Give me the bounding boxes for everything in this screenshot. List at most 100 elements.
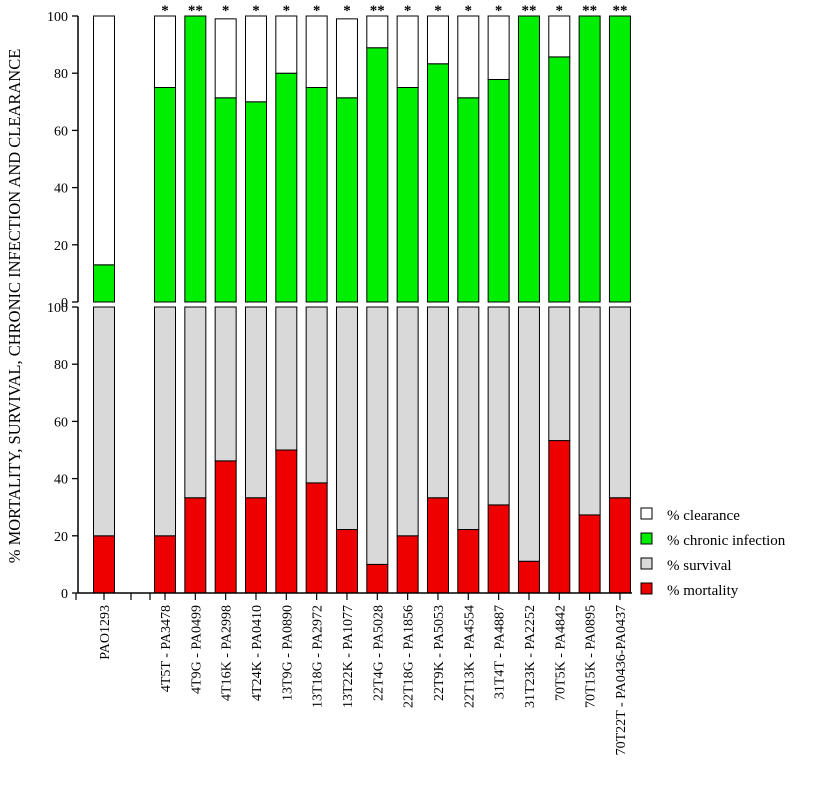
bar-segment	[214, 18, 237, 99]
category-label: 13T22K - PA1077	[341, 605, 356, 708]
bar-segment	[396, 535, 419, 594]
bar-segment	[608, 497, 631, 594]
y-tick-label: 60	[54, 124, 68, 139]
y-tick-label: 100	[47, 301, 68, 316]
bar-segment	[244, 306, 267, 499]
bar-segment	[426, 15, 449, 65]
significance-mark: *	[252, 3, 260, 19]
category-label: 22T9K - PA5053	[432, 605, 447, 701]
significance-mark: *	[343, 3, 351, 19]
y-tick-label: 100	[47, 10, 68, 25]
y-tick-label: 20	[54, 239, 68, 254]
category-label: 22T4G - PA5028	[371, 605, 386, 701]
bar-segment	[366, 306, 389, 565]
legend-swatch	[640, 557, 653, 570]
legend-swatch	[640, 582, 653, 595]
bar-segment	[608, 15, 631, 303]
significance-mark: *	[404, 3, 412, 19]
bar-segment	[517, 306, 540, 562]
category-label: 31T23K - PA2252	[523, 605, 538, 708]
significance-mark: **	[188, 3, 203, 19]
bar-segment	[548, 306, 571, 442]
bar-segment	[154, 306, 176, 537]
bar-segment	[305, 482, 328, 594]
bar-segment	[184, 497, 207, 594]
bar-segment	[457, 15, 480, 99]
bar-segment	[214, 306, 237, 462]
bar-segment	[548, 440, 571, 594]
bar-segment	[487, 15, 510, 80]
bar-segment	[335, 97, 358, 303]
bar-segment	[93, 535, 115, 594]
significance-mark: *	[161, 3, 169, 19]
legend-swatch	[640, 507, 653, 520]
y-axis-title: % MORTALITY, SURVIVAL, CHRONIC INFECTION…	[5, 49, 24, 564]
significance-mark: **	[612, 3, 627, 19]
bar-segment	[93, 15, 115, 266]
bar-segment	[93, 306, 115, 537]
bar-segment	[154, 535, 176, 594]
legend-label: % survival	[667, 558, 732, 574]
significance-mark: *	[556, 3, 564, 19]
bar-segment	[426, 497, 449, 594]
bar-segment	[457, 306, 480, 531]
bar-segment	[578, 15, 601, 303]
bar-segment	[457, 97, 480, 303]
bar-segment	[154, 87, 176, 303]
bar-segment	[487, 306, 510, 506]
bar-segment	[366, 563, 389, 594]
legend-label: % mortality	[667, 583, 739, 599]
bar-segment	[93, 264, 115, 303]
category-label: 22T18G - PA1856	[402, 605, 417, 708]
bar-segment	[335, 306, 358, 531]
significance-mark: *	[222, 3, 230, 19]
bar-segment	[578, 306, 601, 516]
bar-segment	[426, 63, 449, 303]
bar-segment	[578, 514, 601, 594]
category-label: 4T16K - PA2998	[220, 605, 235, 701]
bar-segment	[366, 15, 389, 49]
bar-segment	[517, 560, 540, 594]
legend-label: % clearance	[667, 508, 740, 524]
bar-segment	[244, 497, 267, 594]
significance-mark: **	[370, 3, 385, 19]
significance-mark: **	[582, 3, 597, 19]
y-tick-label: 40	[54, 473, 68, 488]
significance-mark: *	[313, 3, 321, 19]
y-tick-label: 0	[61, 587, 68, 602]
bar-segment	[426, 306, 449, 499]
bar-segment	[275, 72, 298, 303]
bar-segment	[275, 449, 298, 594]
bar-segment	[305, 306, 328, 484]
category-label: 31T4T - PA4887	[493, 605, 508, 699]
bar-segment	[517, 15, 540, 303]
bar-segment	[275, 306, 298, 451]
significance-mark: **	[521, 3, 536, 19]
category-label: PAO1293	[98, 605, 113, 660]
legend: % clearance % chronic infection % survival…	[640, 507, 786, 599]
bar-segment	[244, 101, 267, 303]
bar-segment	[608, 306, 631, 499]
significance-mark: *	[434, 3, 442, 19]
y-tick-label: 60	[54, 415, 68, 430]
bar-segment	[305, 15, 328, 88]
bar-segment	[305, 87, 328, 303]
bar-segment	[335, 529, 358, 594]
bar-segment	[396, 87, 419, 303]
bar-segment	[214, 460, 237, 594]
bar-segment	[396, 306, 419, 537]
bar-segment	[548, 15, 571, 58]
bar-segment	[275, 15, 298, 74]
bar-segment	[487, 78, 510, 303]
category-label: 70T22T - PA0436-PA0437	[614, 605, 629, 755]
category-label: 13T18G - PA2972	[311, 605, 326, 708]
category-label: 4T24K - PA0410	[250, 605, 265, 701]
bar-segment	[214, 97, 237, 303]
bar-segment	[244, 15, 267, 103]
bar-segment	[184, 15, 207, 303]
y-tick-label: 80	[54, 67, 68, 82]
bar-segment	[487, 504, 510, 594]
category-label: 4T9G - PA0499	[189, 605, 204, 694]
